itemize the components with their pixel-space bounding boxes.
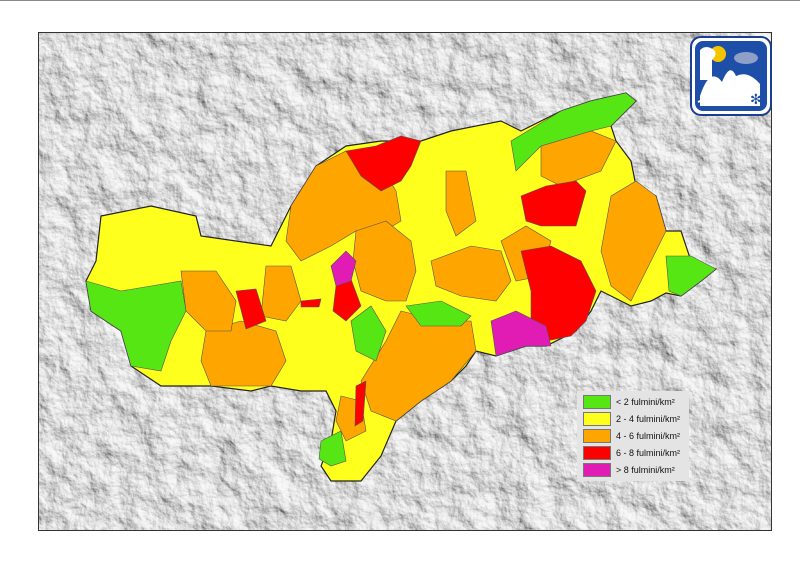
district-green bbox=[510, 92, 637, 172]
map-frame bbox=[38, 32, 772, 531]
legend-item: < 2 fulmini/km² bbox=[583, 395, 675, 409]
weather-service-logo-icon: ✻ bbox=[690, 36, 772, 116]
district-red bbox=[235, 288, 267, 330]
top-border bbox=[0, 0, 800, 1]
district-green bbox=[350, 305, 387, 362]
legend-item: > 8 fulmini/km² bbox=[583, 463, 675, 477]
district-red bbox=[300, 298, 322, 308]
legend-label: > 8 fulmini/km² bbox=[616, 465, 675, 475]
legend-item: 4 - 6 fulmini/km² bbox=[583, 429, 680, 443]
map-legend: < 2 fulmini/km² 2 - 4 fulmini/km² 4 - 6 … bbox=[577, 391, 689, 481]
legend-label: < 2 fulmini/km² bbox=[616, 397, 675, 407]
legend-item: 2 - 4 fulmini/km² bbox=[583, 412, 680, 426]
svg-text:✻: ✻ bbox=[750, 92, 762, 108]
district-orange bbox=[352, 220, 417, 302]
district-red bbox=[520, 245, 597, 342]
district-green bbox=[405, 300, 472, 327]
legend-label: 4 - 6 fulmini/km² bbox=[616, 431, 681, 441]
district-red bbox=[520, 180, 587, 227]
district-orange bbox=[445, 170, 477, 237]
district-green bbox=[665, 255, 717, 297]
lightning-density-map bbox=[39, 33, 771, 530]
legend-item: 6 - 8 fulmini/km² bbox=[583, 446, 680, 460]
district-red bbox=[345, 135, 422, 192]
legend-label: 6 - 8 fulmini/km² bbox=[616, 448, 681, 458]
district-magenta bbox=[330, 250, 357, 287]
legend-swatch bbox=[583, 429, 611, 443]
legend-swatch bbox=[583, 446, 611, 460]
legend-swatch bbox=[583, 463, 611, 477]
district-orange bbox=[430, 245, 512, 302]
district-magenta bbox=[490, 310, 552, 357]
district-green bbox=[85, 280, 187, 372]
district-red bbox=[354, 380, 367, 427]
district-orange bbox=[600, 180, 667, 302]
legend-label: 2 - 4 fulmini/km² bbox=[616, 414, 681, 424]
legend-swatch bbox=[583, 412, 611, 426]
district-green bbox=[318, 430, 347, 467]
legend-swatch bbox=[583, 395, 611, 409]
